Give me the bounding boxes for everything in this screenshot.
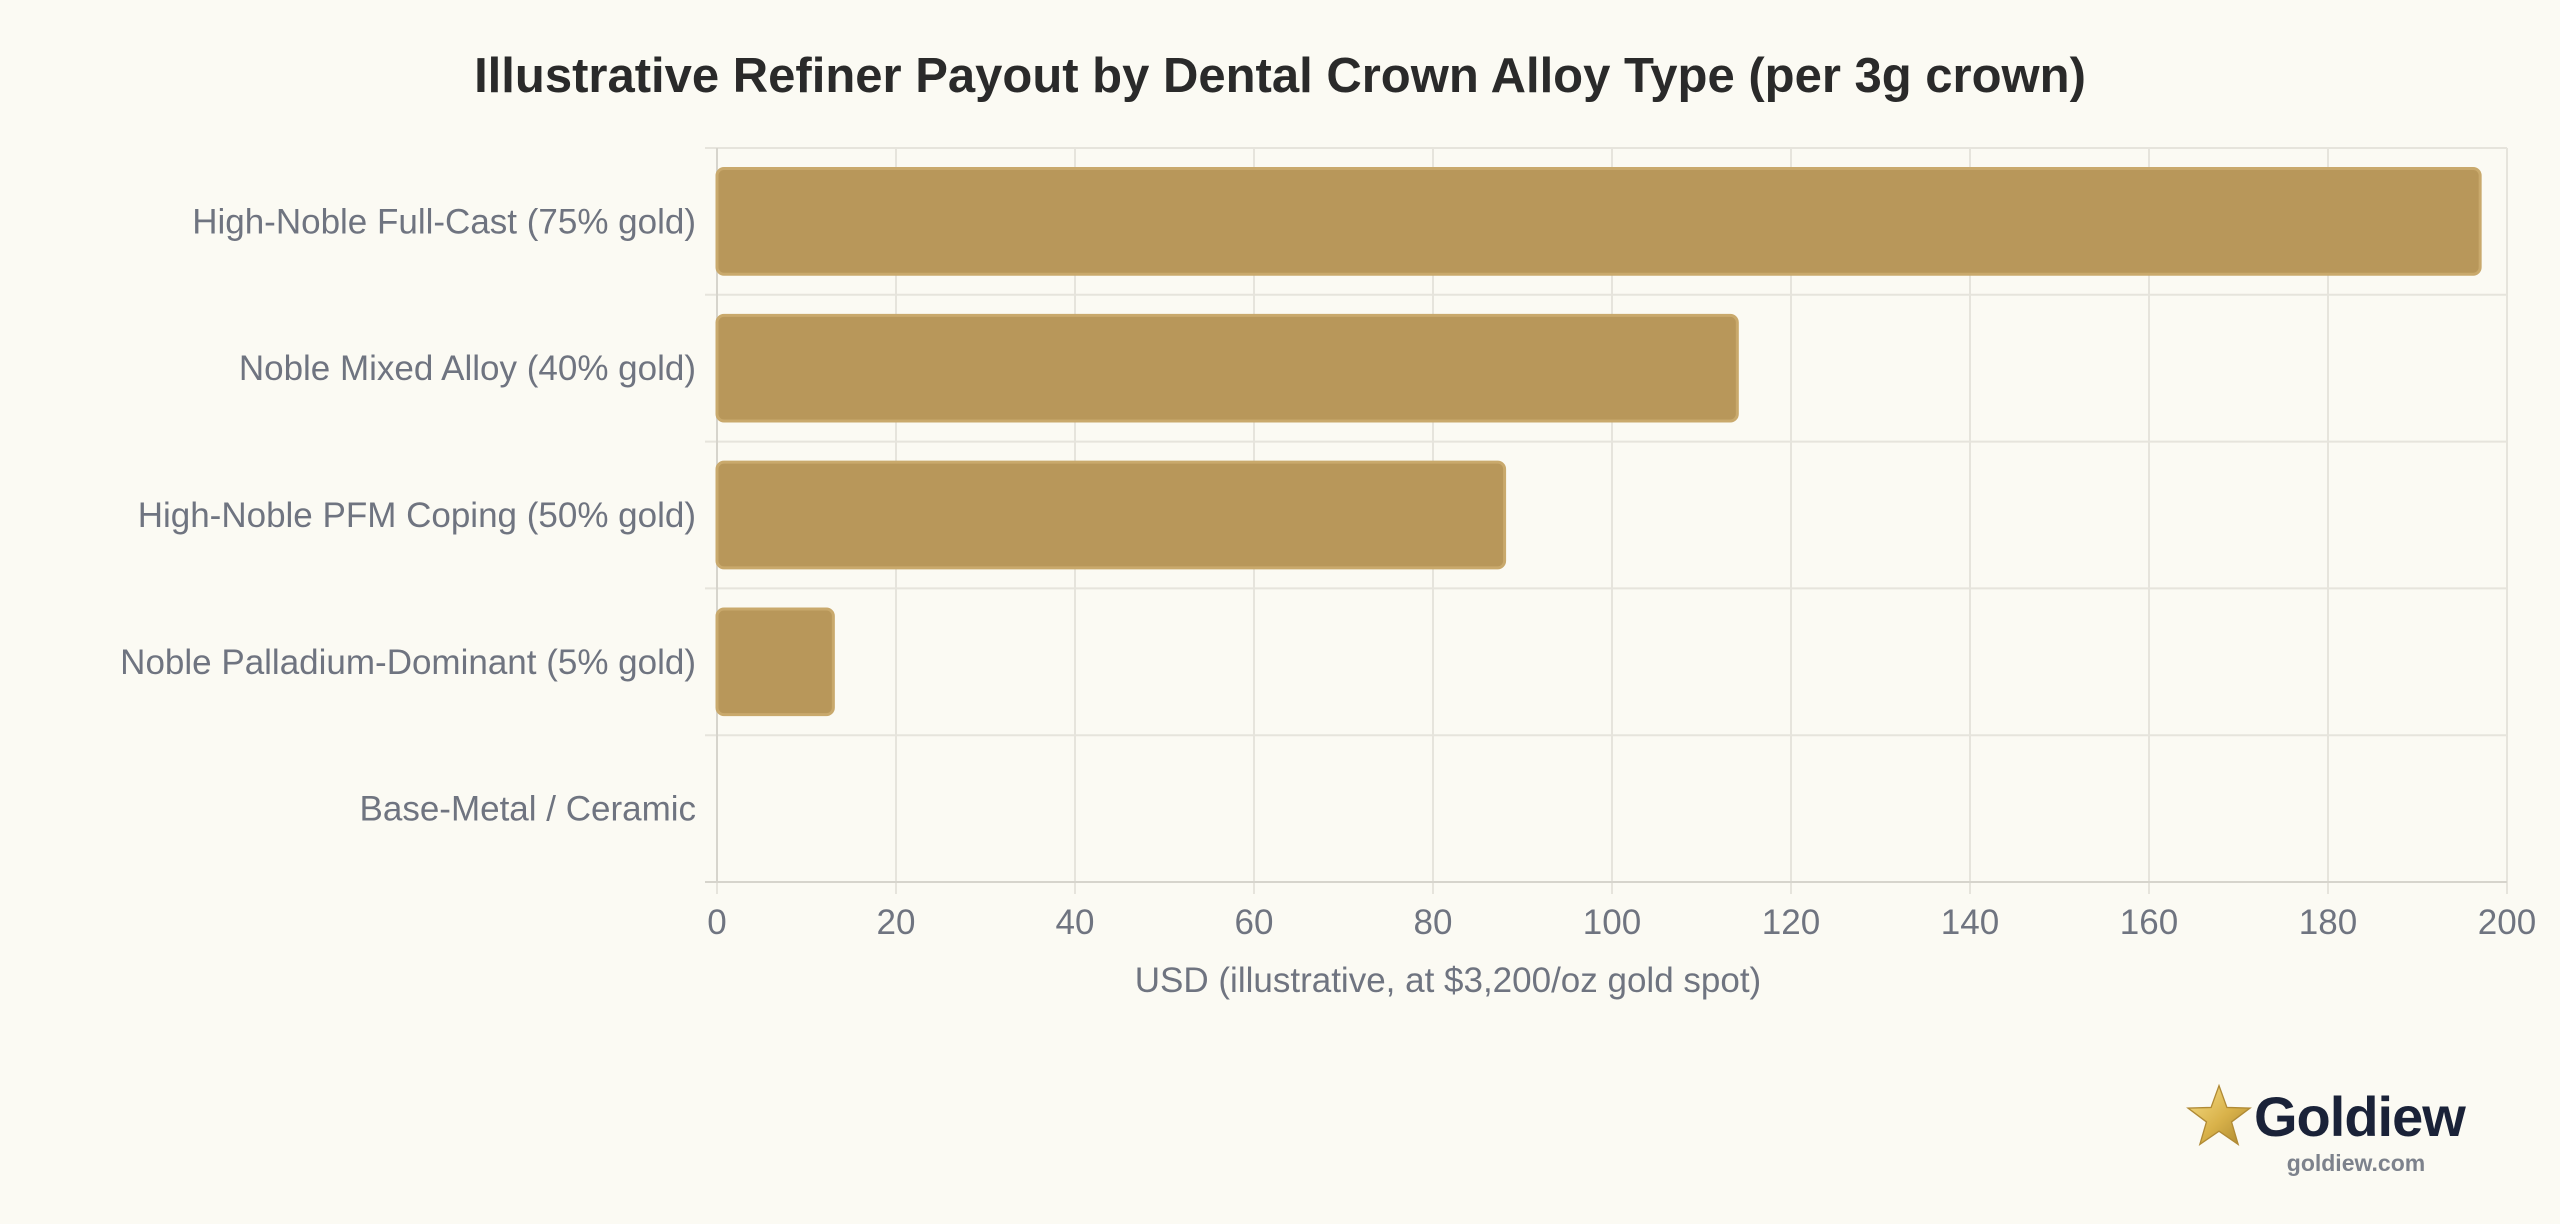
brand-url: goldiew.com — [2286, 1150, 2426, 1176]
y-category-label: Noble Mixed Alloy (40% gold) — [239, 349, 696, 388]
y-axis-labels: High-Noble Full-Cast (75% gold) Noble Mix… — [120, 202, 696, 828]
y-category-label: High-Noble Full-Cast (75% gold) — [192, 202, 696, 241]
brand-watermark: Goldiew goldiew.com — [2186, 1076, 2506, 1186]
x-tick-label: 80 — [1414, 903, 1453, 942]
y-category-label: Noble Palladium-Dominant (5% gold) — [120, 643, 696, 682]
x-tick-label: 180 — [2299, 903, 2357, 942]
x-tick-label: 0 — [707, 903, 726, 942]
star-icon — [2186, 1083, 2252, 1146]
chart-title: Illustrative Refiner Payout by Dental Cr… — [474, 49, 2086, 103]
x-tick-label: 60 — [1235, 903, 1274, 942]
x-tick-label: 100 — [1583, 903, 1641, 942]
bar — [715, 460, 1507, 570]
bar — [715, 607, 835, 717]
x-tick-label: 160 — [2120, 903, 2178, 942]
x-tick-label: 20 — [877, 903, 916, 942]
x-tick-label: 200 — [2478, 903, 2536, 942]
brand-name: Goldiew — [2254, 1084, 2466, 1148]
bar — [715, 167, 2482, 276]
x-axis-ticks: 0 20 40 60 80 100 120 140 160 180 200 — [707, 903, 2536, 942]
x-tick-label: 40 — [1056, 903, 1095, 942]
bars — [715, 167, 2482, 717]
brand-logo: Goldiew — [2186, 1076, 2466, 1156]
x-axis-label: USD (illustrative, at $3,200/oz gold spo… — [1135, 961, 1761, 1000]
y-category-label: Base-Metal / Ceramic — [360, 790, 696, 829]
bar — [715, 313, 1739, 423]
x-tick-label: 120 — [1762, 903, 1820, 942]
x-tick-label: 140 — [1941, 903, 1999, 942]
y-category-label: High-Noble PFM Coping (50% gold) — [138, 496, 696, 535]
